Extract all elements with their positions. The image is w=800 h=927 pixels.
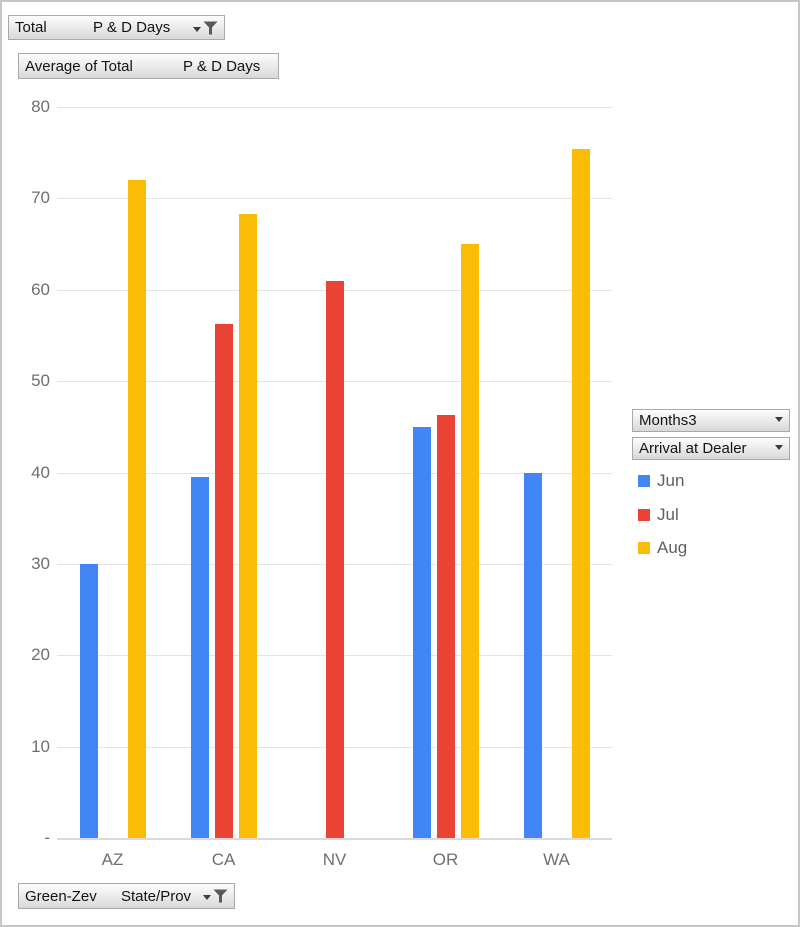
y-axis-label: 60 [31, 279, 50, 299]
bar-jun-or[interactable] [412, 426, 431, 838]
filter-icon [213, 889, 228, 903]
x-axis-label-or: OR [432, 850, 459, 869]
y-axis-label: - [44, 828, 50, 847]
legend-field-button-months3[interactable]: Months3 [632, 409, 790, 432]
filter-icon [203, 21, 218, 34]
legend-swatch-jul [638, 508, 650, 521]
value-caption-field: P & D Days [183, 57, 261, 75]
value-caption-button[interactable]: Average of Total P & D Days [18, 53, 279, 79]
gridline [57, 198, 612, 200]
y-axis-label: 30 [31, 553, 50, 573]
x-axis-label-nv: NV [322, 850, 347, 869]
legend-field-button-arrival-at-dealer[interactable]: Arrival at Dealer [632, 437, 790, 460]
y-axis-label: 20 [31, 645, 50, 665]
bar-aug-wa[interactable] [571, 149, 590, 838]
bar-jun-ca[interactable] [190, 477, 209, 838]
bar-jul-or[interactable] [436, 414, 455, 838]
x-axis-label-ca: CA [211, 850, 236, 869]
value-field-name: Total [15, 19, 47, 36]
bar-jul-ca[interactable] [214, 324, 233, 838]
x-axis-label-az: AZ [101, 850, 124, 869]
gridline [57, 107, 612, 108]
legend-label-jul: Jul [657, 504, 679, 524]
legend-label-aug: Aug [657, 538, 688, 557]
y-axis-label: 10 [31, 736, 50, 756]
bar-jun-az[interactable] [79, 563, 98, 838]
legend-field-arrival-label: Arrival at Dealer [639, 440, 747, 457]
axis-field-table-name: Green-Zev [25, 887, 97, 905]
value-caption-name: Average of Total [25, 57, 133, 75]
bar-aug-ca[interactable] [238, 213, 257, 838]
legend-swatch-jun [638, 475, 650, 487]
bar-aug-az[interactable] [127, 180, 146, 838]
legend-field-months3-label: Months3 [639, 412, 697, 429]
legend-item-jul: Jul [638, 504, 679, 524]
legend-item-jun: Jun [638, 471, 685, 490]
bar-jul-nv[interactable] [325, 280, 344, 838]
legend-item-aug: Aug [638, 538, 688, 557]
axis-field-button[interactable]: Green-Zev State/Prov [18, 883, 235, 909]
y-axis-label: 80 [31, 97, 50, 116]
dropdown-arrow-icon [775, 444, 783, 450]
axis-field-name: State/Prov [121, 887, 192, 905]
bar-jun-wa[interactable] [523, 472, 542, 838]
value-field-button[interactable]: Total P & D Days [8, 15, 225, 40]
y-axis-label: 70 [31, 188, 50, 208]
legend-label-jun: Jun [657, 471, 685, 490]
y-axis-label: 50 [31, 371, 50, 391]
bar-aug-or[interactable] [460, 244, 479, 838]
y-axis-label: 40 [31, 462, 50, 482]
value-field-caption: P & D Days [93, 19, 171, 36]
dropdown-arrow-icon [193, 26, 201, 32]
legend-swatch-aug [638, 542, 650, 554]
x-axis-label-wa: WA [543, 850, 570, 869]
dropdown-arrow-icon [203, 895, 211, 900]
dropdown-arrow-icon [775, 416, 783, 422]
x-axis-line [57, 838, 612, 840]
